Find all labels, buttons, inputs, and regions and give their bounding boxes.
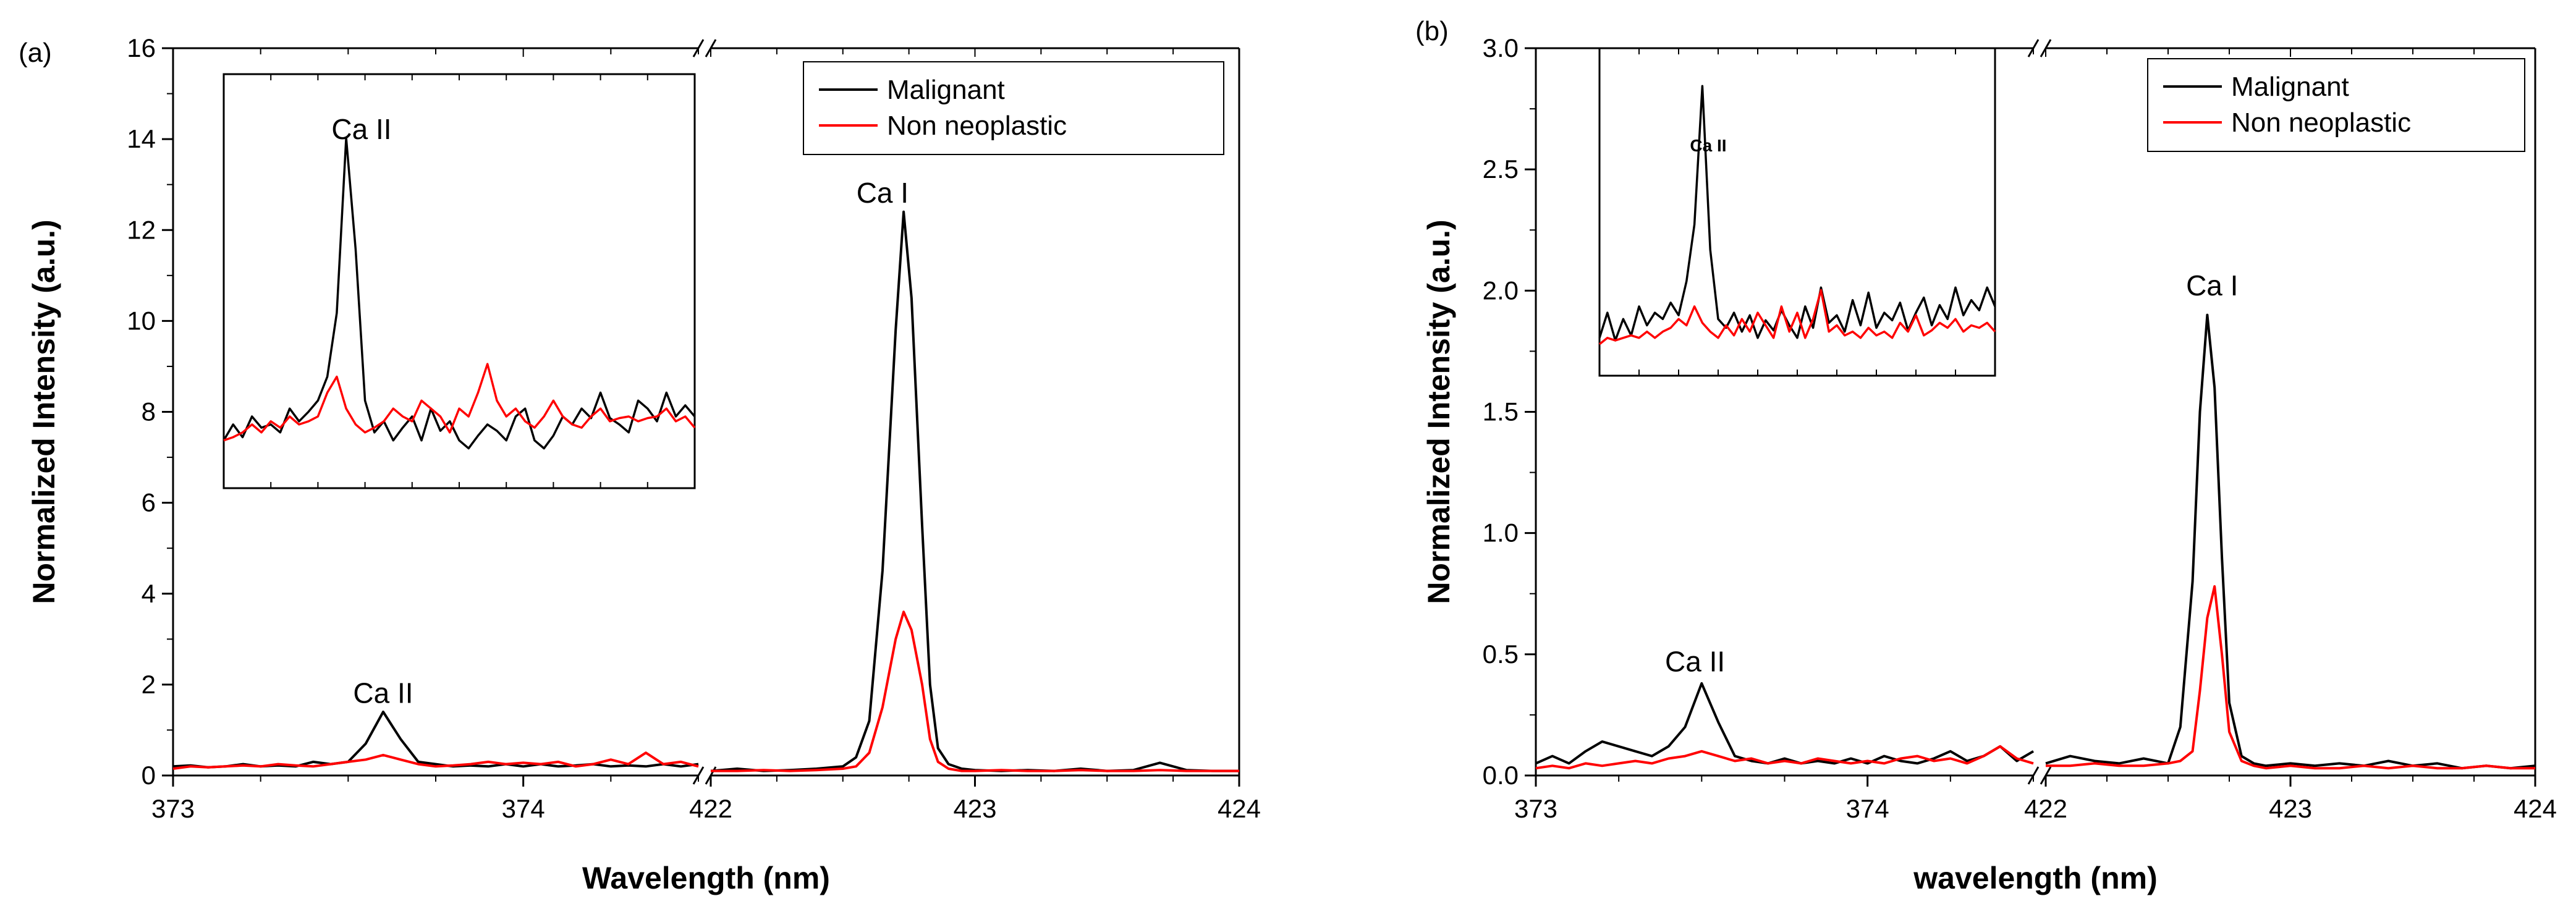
series-line-non-neoplastic xyxy=(1535,745,2034,770)
chart-panel-b: 0.0 0.5 1.0 1.5 2.0 2.5 3.0 373 374 422 423 424 wave… xyxy=(1415,16,2557,895)
series-line-malignant xyxy=(172,711,699,769)
y-tick-label: 0.0 xyxy=(1483,761,1519,790)
x-tick-label: 423 xyxy=(953,794,996,823)
inset-series-line-non-neoplastic xyxy=(1598,289,1996,345)
legend-label: Malignant xyxy=(887,75,1005,105)
series-line-malignant xyxy=(1535,682,2035,765)
legend-label: Malignant xyxy=(2231,72,2349,102)
x-tick-label: 422 xyxy=(2024,794,2067,823)
y-tick-label: 12 xyxy=(127,215,156,244)
series-line-non-neoplastic xyxy=(2046,585,2535,770)
inset-frame xyxy=(222,73,696,489)
series-line-malignant xyxy=(2045,313,2536,770)
series-line-non-neoplastic xyxy=(711,611,1239,772)
y-tick-label: 2 xyxy=(142,670,156,699)
y-axis-title: Normalized Intensity (a.u.) xyxy=(1421,219,1456,604)
legend-label: Non neoplastic xyxy=(2231,108,2411,138)
peak-annotation: Ca I xyxy=(857,177,909,209)
x-tick-label: 374 xyxy=(1846,794,1889,823)
x-tick-label: 374 xyxy=(502,794,545,823)
y-tick-label: 10 xyxy=(127,306,156,335)
peak-annotation: Ca II xyxy=(353,677,413,709)
x-axis-title: Wavelength (nm) xyxy=(582,861,830,895)
y-tick-label: 0.5 xyxy=(1483,640,1519,669)
chart-panel-a: 0 2 4 6 8 10 12 14 16 373 374 422 423 424 Wavelength (… xyxy=(19,33,1261,895)
x-axis-title: wavelength (nm) xyxy=(1913,861,2157,895)
y-tick-label: 6 xyxy=(142,488,156,517)
peak-annotation: Ca I xyxy=(2186,269,2238,302)
x-tick-label: 373 xyxy=(151,794,195,823)
x-tick-label: 424 xyxy=(1218,794,1261,823)
y-tick-label: 0 xyxy=(142,761,156,790)
legend-label: Non neoplastic xyxy=(887,111,1067,141)
y-tick-label: 16 xyxy=(127,33,156,62)
y-tick-label: 2.5 xyxy=(1483,154,1519,184)
series-line-malignant xyxy=(710,210,1239,772)
inset-annotation: Ca II xyxy=(1690,136,1726,155)
peak-annotation: Ca II xyxy=(1665,645,1725,677)
y-tick-label: 1.5 xyxy=(1483,397,1519,426)
panel-label: (a) xyxy=(19,38,52,68)
inset-series-line-malignant xyxy=(1598,85,1996,342)
panel-label: (b) xyxy=(1415,16,1449,46)
inset-series-line-malignant xyxy=(222,137,696,450)
y-axis-title: Normalized Intensity (a.u.) xyxy=(27,219,61,604)
x-tick-label: 422 xyxy=(689,794,732,823)
y-tick-label: 14 xyxy=(127,124,156,153)
y-tick-label: 8 xyxy=(142,397,156,426)
x-tick-label: 373 xyxy=(1514,794,1557,823)
y-tick-label: 2.0 xyxy=(1483,276,1519,305)
inset-annotation: Ca II xyxy=(331,113,391,145)
series-line-non-neoplastic xyxy=(172,751,699,770)
y-tick-label: 3.0 xyxy=(1483,33,1519,62)
legend-box xyxy=(2147,58,2525,152)
y-tick-label: 1.0 xyxy=(1483,518,1519,547)
inset-frame xyxy=(1598,47,1996,377)
inset-series-line-non-neoplastic xyxy=(223,363,696,442)
x-tick-label: 424 xyxy=(2514,794,2557,823)
x-tick-label: 423 xyxy=(2269,794,2312,823)
legend-box xyxy=(803,61,1224,155)
y-tick-label: 4 xyxy=(142,579,156,608)
